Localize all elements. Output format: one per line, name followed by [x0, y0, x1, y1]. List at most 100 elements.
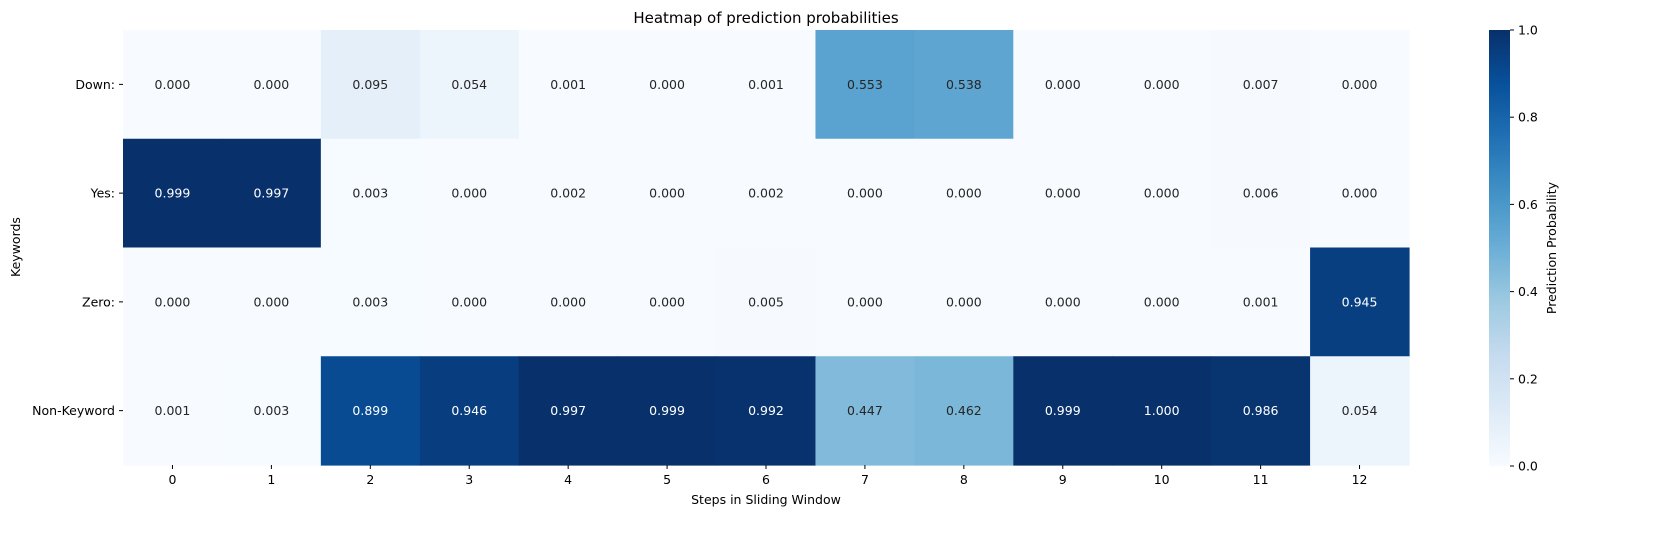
y-tick-label: Zero:	[82, 294, 115, 309]
x-tick-label: 8	[960, 472, 968, 487]
heatmap-cell	[1013, 247, 1113, 357]
cell-value-label: 0.000	[847, 294, 883, 309]
cell-value-label: 0.000	[155, 294, 191, 309]
colorbar-tick-label: 0.0	[1518, 459, 1538, 474]
colorbar-tick-label: 1.0	[1518, 23, 1538, 38]
heatmap-cell	[815, 356, 915, 466]
cell-value-label: 0.000	[1045, 186, 1081, 201]
heatmap-cell	[1112, 138, 1212, 249]
heatmap-cell	[914, 356, 1014, 466]
y-axis-label: Keywords	[8, 217, 23, 277]
x-tick-label: 4	[564, 472, 572, 487]
cell-value-label: 0.000	[550, 294, 586, 309]
heatmap-cell	[123, 138, 223, 249]
heatmap-cell	[1310, 247, 1410, 357]
chart-title: Heatmap of prediction probabilities	[633, 9, 898, 27]
heatmap-cell	[1310, 30, 1410, 140]
heatmap-cell	[123, 247, 223, 357]
heatmap-cell	[617, 356, 718, 466]
x-tick-label: 12	[1352, 472, 1368, 487]
heatmap-cell	[419, 138, 520, 249]
cell-value-label: 0.000	[253, 294, 289, 309]
heatmap-cell	[221, 30, 322, 140]
heatmap-cell	[1112, 247, 1212, 357]
cell-value-label: 0.000	[1342, 77, 1378, 92]
heatmap-cell	[320, 356, 421, 466]
heatmap-cell	[419, 356, 520, 466]
colorbar-tick-label: 0.2	[1518, 371, 1538, 386]
heatmap-cell	[617, 30, 718, 140]
colorbar-tick-label: 0.6	[1518, 197, 1538, 212]
heatmap-cell	[716, 247, 817, 357]
heatmap-cell	[914, 138, 1014, 249]
cell-value-label: 0.000	[451, 294, 487, 309]
x-axis: 0 1 2 3 4 5 6 7 8 9 10 11 12	[168, 465, 1367, 487]
cell-value-label: 0.001	[550, 77, 586, 92]
cell-value-label: 0.999	[649, 403, 685, 418]
y-axis: Down: Yes: Zero: Non-Keyword	[32, 77, 123, 418]
colorbar-tick-label: 0.8	[1518, 110, 1538, 125]
y-tick-label: Non-Keyword	[32, 403, 115, 418]
heatmap-cell	[914, 247, 1014, 357]
heatmap-cell	[518, 356, 619, 466]
cell-value-label: 0.462	[946, 403, 982, 418]
heatmap-cell	[221, 247, 322, 357]
cell-value-label: 0.054	[451, 77, 487, 92]
cell-value-label: 0.000	[1045, 294, 1081, 309]
heatmap-cell	[914, 30, 1014, 140]
cell-value-label: 0.000	[1144, 77, 1180, 92]
heatmap-cell	[123, 356, 223, 466]
cell-value-label: 0.553	[847, 77, 883, 92]
colorbar: 0.0 0.2 0.4 0.6 0.8 1.0 Prediction Probabilit…	[1489, 23, 1559, 474]
heatmap-cell	[1211, 356, 1311, 466]
cell-value-label: 0.000	[1144, 186, 1180, 201]
cell-value-label: 0.000	[649, 294, 685, 309]
cell-value-label: 0.999	[1045, 403, 1081, 418]
x-tick-label: 2	[366, 472, 374, 487]
cell-value-label: 0.000	[155, 77, 191, 92]
cell-value-label: 0.003	[253, 403, 289, 418]
colorbar-label: Prediction Probability	[1544, 181, 1559, 314]
x-tick-label: 0	[168, 472, 176, 487]
heatmap-cell	[518, 30, 619, 140]
heatmap-cell	[1310, 356, 1410, 466]
cell-value-label: 0.003	[352, 294, 388, 309]
cell-value-label: 0.000	[1342, 186, 1378, 201]
heatmap-cell	[419, 30, 520, 140]
heatmap-cell	[617, 247, 718, 357]
x-tick-label: 5	[663, 472, 671, 487]
heatmap-cell	[1013, 30, 1113, 140]
heatmap-cell	[1013, 356, 1113, 466]
colorbar-tick-label: 0.4	[1518, 284, 1538, 299]
cell-value-label: 0.005	[748, 294, 784, 309]
heatmap-cell	[1013, 138, 1113, 249]
x-tick-label: 3	[465, 472, 473, 487]
heatmap-cell	[123, 30, 223, 140]
cell-value-label: 0.003	[352, 186, 388, 201]
heatmap-cell	[716, 138, 817, 249]
heatmap-cell	[1310, 138, 1410, 249]
cell-value-label: 0.000	[1144, 294, 1180, 309]
cell-value-label: 1.000	[1144, 403, 1180, 418]
heatmap-cell	[716, 30, 817, 140]
x-tick-label: 10	[1154, 472, 1170, 487]
heatmap-cell	[320, 30, 421, 140]
heatmap-cell	[518, 138, 619, 249]
heatmap-cell	[320, 247, 421, 357]
cell-value-label: 0.095	[352, 77, 388, 92]
cell-value-label: 0.000	[1045, 77, 1081, 92]
cell-value-label: 0.000	[946, 186, 982, 201]
x-tick-label: 11	[1253, 472, 1269, 487]
heatmap-cell	[815, 30, 915, 140]
cell-value-label: 0.000	[649, 77, 685, 92]
cell-value-label: 0.007	[1243, 77, 1279, 92]
cell-value-label: 0.538	[946, 77, 982, 92]
cell-value-label: 0.999	[155, 186, 191, 201]
cell-value-label: 0.447	[847, 403, 883, 418]
heatmap-cell	[1112, 356, 1212, 466]
heatmap-cell	[1211, 138, 1311, 249]
heatmap-cell	[1112, 30, 1212, 140]
cell-value-label: 0.054	[1342, 403, 1378, 418]
x-tick-label: 6	[762, 472, 770, 487]
